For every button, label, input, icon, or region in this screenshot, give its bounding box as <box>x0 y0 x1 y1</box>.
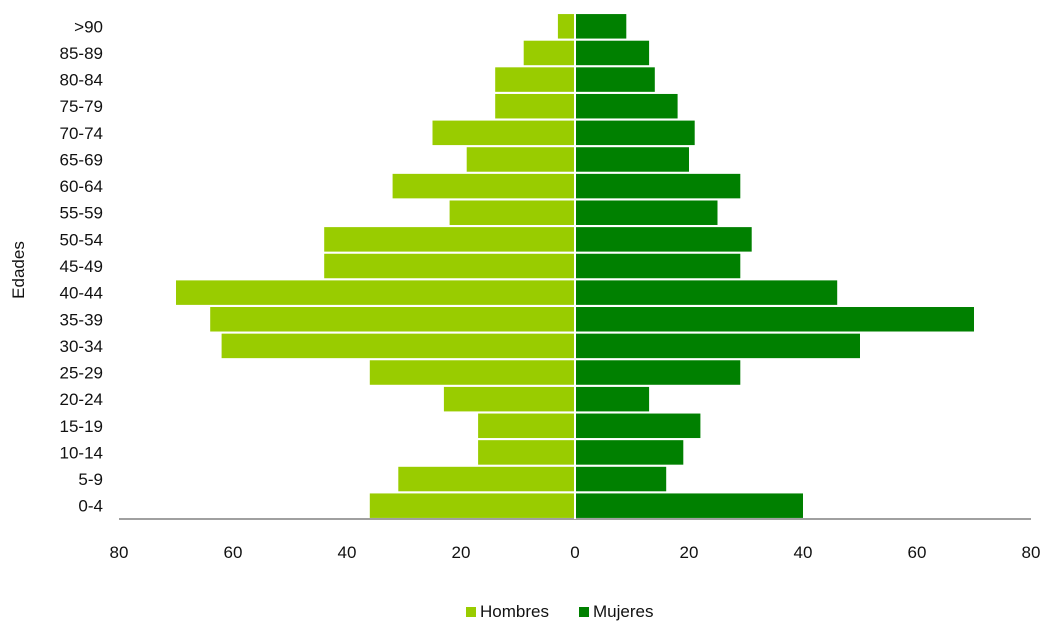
bar-mujeres-45-49 <box>575 253 741 279</box>
y-tick-label: 85-89 <box>60 44 103 63</box>
bar-hombres-30-34 <box>221 333 575 359</box>
legend-swatch-hombres <box>466 607 476 617</box>
bar-hombres-20-24 <box>443 386 575 412</box>
y-tick-label: 10-14 <box>60 443 103 462</box>
y-tick-label: 80-84 <box>60 71 103 90</box>
x-tick-label: 40 <box>338 543 357 562</box>
bar-hombres-65-69 <box>466 147 575 172</box>
bar-mujeres-85-89 <box>575 40 650 66</box>
x-tick-label: 20 <box>452 543 471 562</box>
y-tick-label: 60-64 <box>60 177 103 196</box>
bar-mujeres-25-29 <box>575 360 741 385</box>
bar-mujeres-60-64 <box>575 173 741 199</box>
bar-mujeres-40-44 <box>575 280 838 305</box>
bar-mujeres-30-34 <box>575 333 860 359</box>
bar-hombres-0-4 <box>369 493 575 518</box>
bar-hombres-45-49 <box>324 253 575 279</box>
y-tick-label: 30-34 <box>60 337 103 356</box>
bar-hombres-80-84 <box>495 67 575 92</box>
y-tick-label: 20-24 <box>60 390 103 409</box>
bar-mujeres->90 <box>575 14 627 39</box>
y-tick-label: 5-9 <box>78 470 103 489</box>
bar-hombres-55-59 <box>449 200 575 225</box>
legend-label-hombres: Hombres <box>480 602 549 621</box>
bar-hombres-75-79 <box>495 93 575 119</box>
bar-mujeres-75-79 <box>575 93 678 119</box>
y-tick-label: 55-59 <box>60 204 103 223</box>
bar-hombres-50-54 <box>324 227 575 252</box>
legend-swatch-mujeres <box>579 607 589 617</box>
bar-mujeres-20-24 <box>575 386 650 412</box>
y-tick-label: 35-39 <box>60 310 103 329</box>
bars-group <box>176 14 974 518</box>
bar-mujeres-15-19 <box>575 413 701 439</box>
bar-mujeres-50-54 <box>575 227 752 252</box>
y-axis-title: Edades <box>9 241 28 299</box>
bar-mujeres-0-4 <box>575 493 803 518</box>
bar-hombres-5-9 <box>398 466 575 492</box>
x-tick-label: 20 <box>680 543 699 562</box>
legend: Hombres Mujeres <box>466 602 653 621</box>
x-tick-label: 60 <box>224 543 243 562</box>
y-tick-label: 75-79 <box>60 97 103 116</box>
y-tick-label: 25-29 <box>60 364 103 383</box>
x-tick-label: 60 <box>908 543 927 562</box>
x-tick-label: 80 <box>110 543 129 562</box>
bar-mujeres-65-69 <box>575 147 689 172</box>
bar-hombres-40-44 <box>176 280 575 305</box>
bar-hombres-15-19 <box>478 413 575 439</box>
bar-hombres-60-64 <box>392 173 575 199</box>
bar-hombres-35-39 <box>210 307 575 332</box>
bar-mujeres-10-14 <box>575 440 684 465</box>
legend-label-mujeres: Mujeres <box>593 602 653 621</box>
x-tick-labels: 80 60 40 20 0 20 40 60 80 <box>110 543 1041 562</box>
y-tick-label: 45-49 <box>60 257 103 276</box>
bar-hombres-25-29 <box>369 360 575 385</box>
bar-mujeres-5-9 <box>575 466 667 492</box>
y-tick-label: 15-19 <box>60 417 103 436</box>
x-tick-label: 0 <box>570 543 579 562</box>
y-tick-labels: 0-4 5-9 10-14 15-19 20-24 25-29 30-34 35-39 40-4… <box>60 17 103 515</box>
y-tick-label: >90 <box>74 17 103 36</box>
x-tick-label: 40 <box>794 543 813 562</box>
y-tick-label: 40-44 <box>60 284 103 303</box>
y-tick-label: 50-54 <box>60 230 103 249</box>
bar-hombres-10-14 <box>478 440 575 465</box>
y-tick-label: 70-74 <box>60 124 103 143</box>
x-tick-label: 80 <box>1022 543 1041 562</box>
bar-mujeres-35-39 <box>575 307 974 332</box>
y-tick-label: 0-4 <box>78 497 103 516</box>
bar-hombres-85-89 <box>523 40 575 66</box>
bar-hombres->90 <box>557 14 575 39</box>
bar-hombres-70-74 <box>432 120 575 146</box>
bar-mujeres-55-59 <box>575 200 718 225</box>
bar-mujeres-80-84 <box>575 67 655 92</box>
bar-mujeres-70-74 <box>575 120 695 146</box>
y-tick-label: 65-69 <box>60 150 103 169</box>
